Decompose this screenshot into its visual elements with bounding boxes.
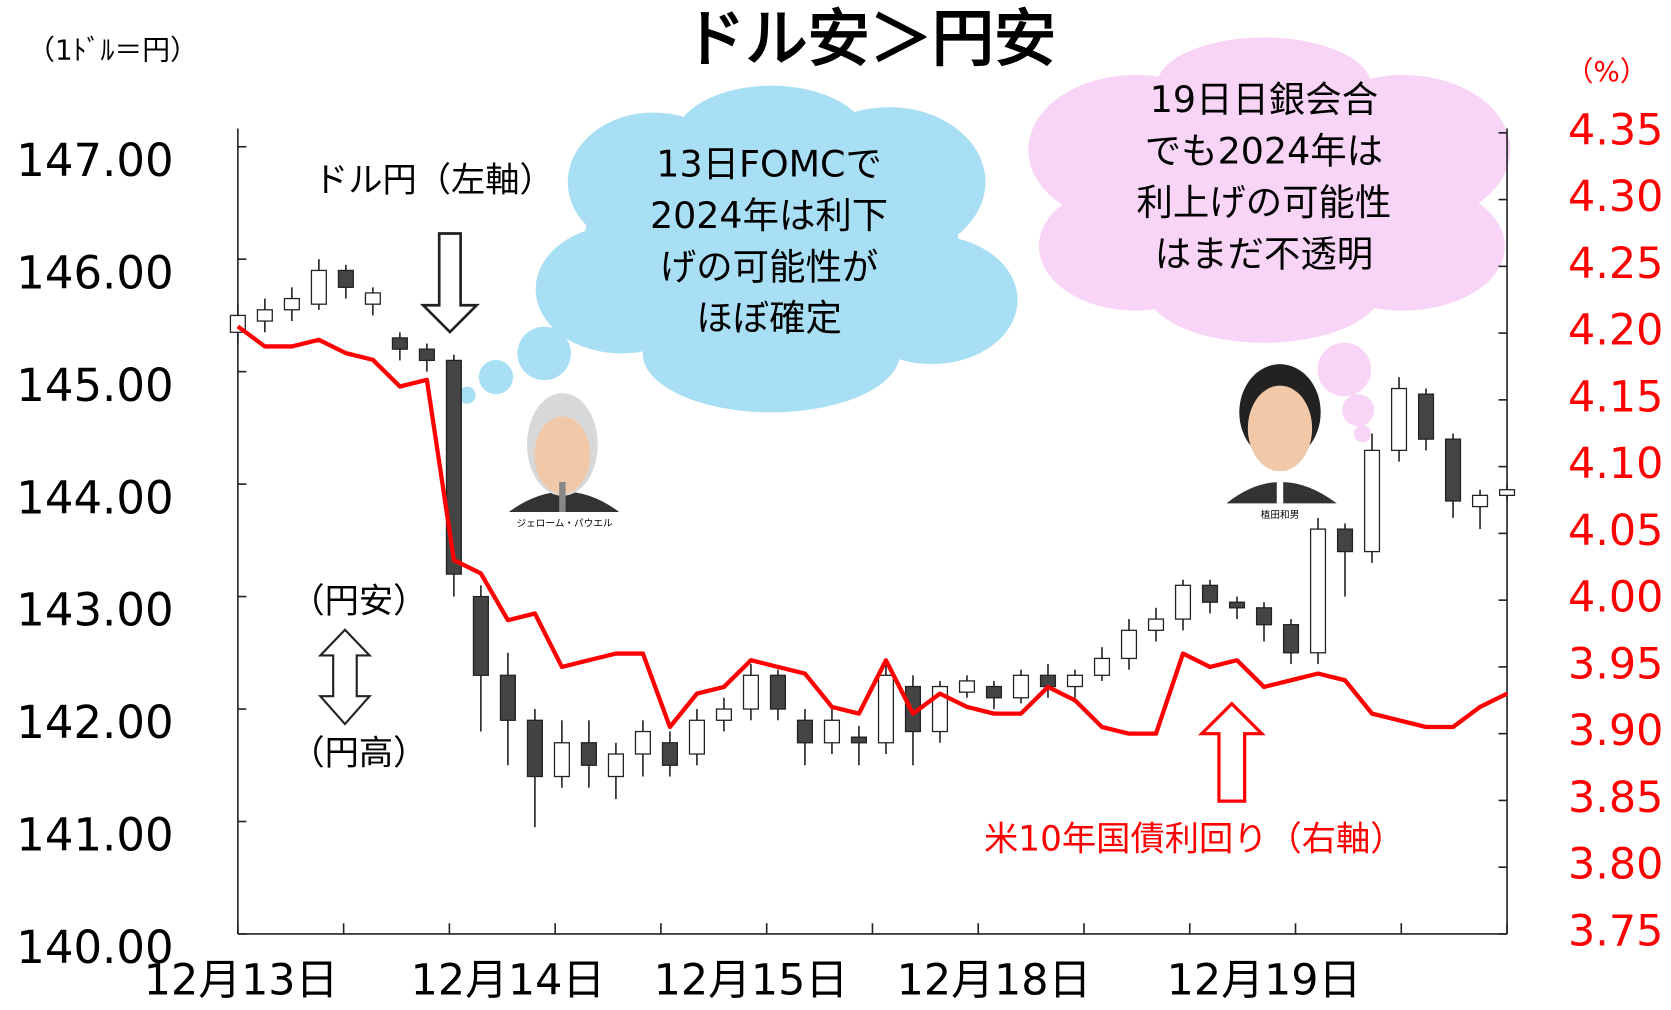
candle-body [500, 675, 515, 720]
candle-body [1203, 585, 1218, 602]
candle-body [825, 720, 840, 742]
candle-body [392, 338, 407, 349]
bubble-text: でも2024年は [1145, 130, 1383, 173]
chart: ドル安＞円安 （1ﾄﾞﾙ＝円） （%） ドル円（左軸） 米10年国債利回り（右軸… [0, 0, 1671, 1010]
candle-body [446, 360, 461, 574]
candle-body [1149, 619, 1164, 630]
candle-body [1068, 675, 1083, 686]
series-label: 米10年国債利回り（右軸） [984, 819, 1405, 859]
bubble-text: げの可能性が [660, 245, 878, 288]
candle-body [473, 597, 488, 676]
candle-body [1419, 394, 1434, 439]
y-tick-label: 144.00 [16, 471, 173, 524]
candle-body [1500, 490, 1515, 496]
bubble-text: はまだ不透明 [1155, 232, 1373, 275]
x-tick-label: 12月19日 [1167, 956, 1362, 1006]
y-tick-label: 141.00 [16, 809, 173, 862]
candle-body [1257, 608, 1272, 625]
candle-body [717, 709, 732, 720]
candle-body [635, 732, 650, 754]
y-tick-label: 146.00 [16, 246, 173, 299]
candle-body [311, 270, 326, 304]
candle-body [852, 737, 867, 743]
yen-weak-label: （円安） [290, 582, 427, 622]
x-tick-label: 12月14日 [411, 956, 606, 1006]
candle-body [554, 743, 569, 777]
candle-body [1473, 495, 1488, 506]
y-unit-label: （1ﾄﾞﾙ＝円） [27, 33, 198, 66]
y2-tick-label: 4.05 [1568, 506, 1663, 556]
candle-body [284, 299, 299, 310]
candle-body [257, 310, 272, 321]
candle-body [419, 349, 434, 360]
portrait-caption: 植田和男 [1261, 509, 1300, 521]
candle-body [744, 675, 759, 709]
chart-title: ドル安＞円安 [683, 2, 1056, 75]
down-arrow [423, 233, 477, 332]
x-tick-label: 12月18日 [897, 956, 1092, 1006]
candle-body [662, 743, 677, 765]
x-tick-label: 12月15日 [654, 956, 849, 1006]
y2-tick-label: 4.30 [1568, 172, 1663, 222]
candle-body [689, 720, 704, 754]
candle-body [1365, 450, 1380, 551]
y-tick-label: 147.00 [16, 134, 173, 187]
bubble-text: ほぼ確定 [696, 297, 842, 340]
y2-tick-label: 4.20 [1568, 306, 1663, 356]
portrait-powell [509, 393, 619, 512]
candle-body [1230, 602, 1245, 608]
candle-body [1014, 675, 1029, 697]
y2-tick-label: 3.75 [1568, 906, 1663, 956]
candle-body [1176, 585, 1191, 619]
y2-unit-label: （%） [1566, 55, 1648, 88]
series-label: ドル円（左軸） [314, 161, 554, 201]
candle-body [987, 687, 1002, 698]
bubble-text: 2024年は利下 [650, 194, 888, 237]
up-arrow [1202, 704, 1262, 801]
y2-tick-label: 3.90 [1568, 706, 1663, 756]
candle-body [1311, 529, 1326, 653]
y2-tick-label: 4.15 [1568, 372, 1663, 422]
candle-body [1284, 625, 1299, 653]
bubble-text: 利上げの可能性 [1136, 181, 1391, 224]
y2-tick-label: 3.85 [1568, 773, 1663, 823]
candle-body [1122, 630, 1137, 658]
bubble-text: 13日FOMCで [656, 143, 882, 186]
candle-body [798, 720, 813, 742]
candle-body [879, 675, 894, 742]
y2-tick-label: 3.80 [1568, 840, 1663, 890]
portrait-caption: ジェローム・パウエル [517, 519, 613, 530]
page: ドル安＞円安 （1ﾄﾞﾙ＝円） （%） ドル円（左軸） 米10年国債利回り（右軸… [0, 0, 1671, 1010]
bubble-text: 19日日銀会合 [1150, 78, 1378, 121]
candle-body [1095, 658, 1110, 675]
y2-tick-label: 4.25 [1568, 239, 1663, 289]
candle-body [338, 270, 353, 287]
double-arrow [320, 630, 369, 724]
y2-tick-label: 4.00 [1568, 573, 1663, 623]
candle-body [1446, 439, 1461, 501]
y-tick-label: 143.00 [16, 584, 173, 637]
y-tick-label: 142.00 [16, 696, 173, 749]
candle-body [365, 293, 380, 304]
candle-body [527, 720, 542, 776]
candle-body [608, 754, 623, 776]
y2-tick-label: 4.10 [1568, 439, 1663, 489]
x-tick-label: 12月13日 [144, 956, 339, 1006]
candle-body [771, 675, 786, 709]
yen-strong-label: （円高） [290, 734, 427, 774]
candle-body [960, 681, 975, 692]
y-tick-label: 145.00 [16, 359, 173, 412]
portrait-ueda [1226, 364, 1336, 503]
candle-body [1338, 529, 1353, 551]
y2-tick-label: 3.95 [1568, 639, 1663, 689]
candle-body [1392, 389, 1407, 451]
candle-body [581, 743, 596, 765]
y2-tick-label: 4.35 [1568, 105, 1663, 155]
